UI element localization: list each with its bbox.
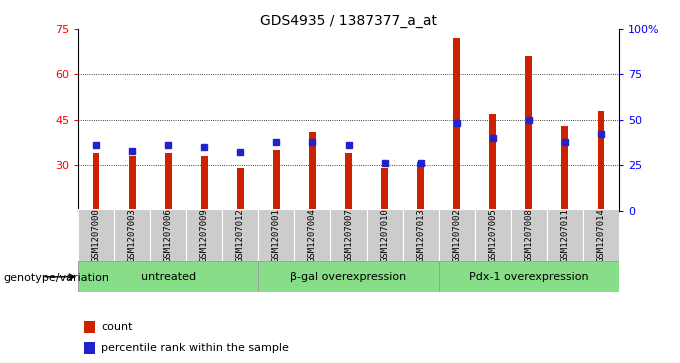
Bar	[583, 209, 619, 261]
Bar	[186, 209, 222, 261]
Bar	[258, 261, 439, 292]
Bar	[78, 261, 258, 292]
Bar	[222, 209, 258, 261]
Bar	[490, 114, 496, 211]
Bar	[381, 168, 388, 211]
Bar	[454, 38, 460, 211]
Bar	[165, 153, 171, 211]
Text: GSM1207002: GSM1207002	[452, 208, 461, 262]
Text: count: count	[101, 322, 133, 332]
Bar	[330, 209, 367, 261]
Text: GSM1207014: GSM1207014	[596, 208, 605, 262]
Bar	[562, 126, 568, 211]
Bar	[345, 153, 352, 211]
Text: GSM1207009: GSM1207009	[200, 208, 209, 262]
Bar	[511, 209, 547, 261]
Bar	[129, 156, 135, 211]
Text: GSM1207013: GSM1207013	[416, 208, 425, 262]
Bar	[403, 209, 439, 261]
Title: GDS4935 / 1387377_a_at: GDS4935 / 1387377_a_at	[260, 14, 437, 28]
Text: genotype/variation: genotype/variation	[3, 273, 109, 283]
Text: GSM1207006: GSM1207006	[164, 208, 173, 262]
Bar	[475, 209, 511, 261]
Bar	[439, 261, 619, 292]
Text: percentile rank within the sample: percentile rank within the sample	[101, 343, 289, 353]
Bar	[237, 168, 243, 211]
Text: untreated: untreated	[141, 272, 196, 282]
Text: GSM1207010: GSM1207010	[380, 208, 389, 262]
Bar	[598, 111, 604, 211]
Bar	[439, 209, 475, 261]
Bar	[114, 209, 150, 261]
Bar	[84, 321, 95, 333]
Text: GSM1207000: GSM1207000	[92, 208, 101, 262]
Text: GSM1207003: GSM1207003	[128, 208, 137, 262]
Text: GSM1207001: GSM1207001	[272, 208, 281, 262]
Text: GSM1207004: GSM1207004	[308, 208, 317, 262]
Bar	[547, 209, 583, 261]
Text: β-gal overexpression: β-gal overexpression	[290, 272, 407, 282]
Text: GSM1207005: GSM1207005	[488, 208, 497, 262]
Bar	[78, 209, 114, 261]
Text: GSM1207008: GSM1207008	[524, 208, 533, 262]
Bar	[273, 150, 279, 211]
Text: Pdx-1 overexpression: Pdx-1 overexpression	[469, 272, 588, 282]
Text: GSM1207011: GSM1207011	[560, 208, 569, 262]
Text: GSM1207007: GSM1207007	[344, 208, 353, 262]
Bar	[309, 132, 316, 211]
Text: GSM1207012: GSM1207012	[236, 208, 245, 262]
Bar	[150, 209, 186, 261]
Bar	[201, 156, 207, 211]
Bar	[258, 209, 294, 261]
Bar	[367, 209, 403, 261]
Bar	[294, 209, 330, 261]
Bar	[84, 342, 95, 354]
Bar	[526, 56, 532, 211]
Bar	[93, 153, 99, 211]
Bar	[418, 162, 424, 211]
